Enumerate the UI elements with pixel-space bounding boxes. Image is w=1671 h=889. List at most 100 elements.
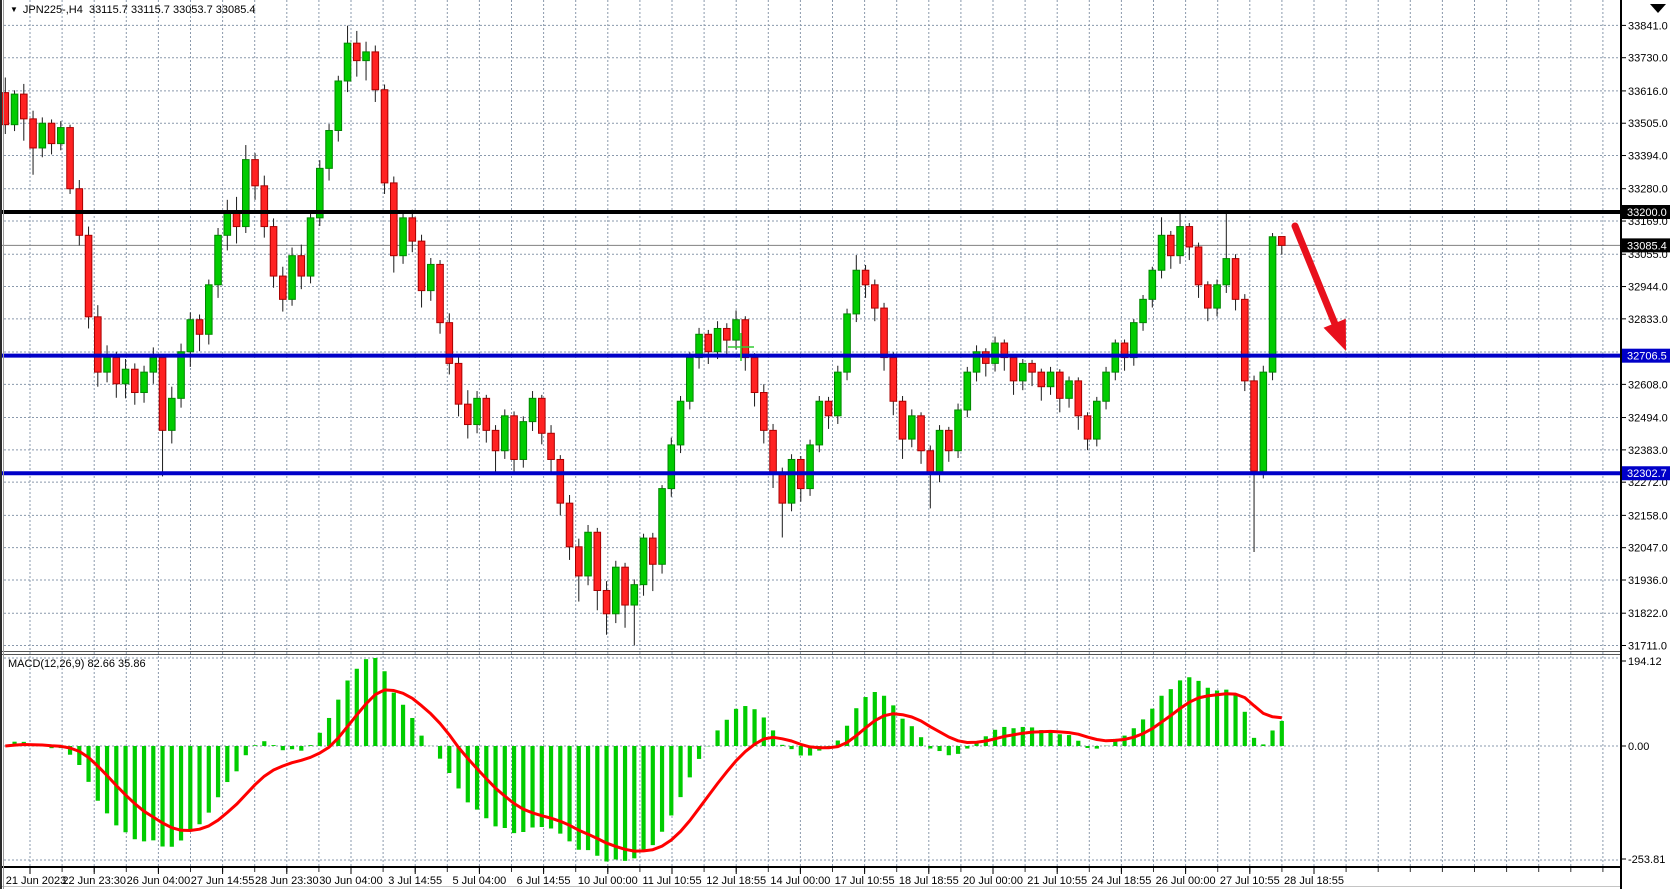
candle-body-bear [861,269,870,286]
candle-body-bull [103,357,111,373]
candle [288,247,296,306]
candle [1028,359,1036,387]
current-price-label-box [1622,238,1670,253]
candle [454,356,463,417]
candle-body-bear [760,392,768,431]
candle [908,409,916,448]
candle-body-bull [1102,371,1110,402]
candle [140,365,148,403]
candle [1278,236,1286,255]
candle [843,308,851,381]
candle-body-bear [20,93,28,120]
candle [861,265,870,298]
candle-body-bear [408,217,417,242]
candle-body-bear [602,589,611,615]
candle-body-bull [519,421,528,460]
candle [547,425,555,473]
candle [57,121,65,151]
time-axis-label: 17 Jul 10:55 [835,875,895,887]
candle-body-bear [371,51,380,91]
time-axis-label: 27 Jul 10:55 [1220,875,1280,887]
macd-label: MACD(12,26,9) 82.66 35.86 [8,658,146,670]
candle [168,386,176,444]
window-left-edge [0,0,2,889]
candle-body-bull [1093,400,1101,440]
candle [84,226,93,329]
arrow-head [1323,318,1346,351]
candle [972,345,981,382]
candle-body-bear [1037,371,1046,388]
candle [195,314,204,352]
time-axis-label: 5 Jul 04:00 [452,875,506,887]
price-axis-label: 33730.0 [1628,53,1668,65]
candle [824,396,833,429]
candle-body-bear [1056,371,1064,399]
candle [482,394,491,443]
candle [556,455,565,516]
candle-body-bear [390,182,398,257]
candle [121,359,130,399]
candle [306,210,315,284]
candle [1065,376,1073,408]
candle-body-bear [1028,362,1036,373]
candle-body-bull [584,531,592,577]
candle-body-bull [954,409,962,452]
macd-axis-label: 194.12 [1628,656,1662,668]
candle-body-bull [399,217,407,257]
candle [1102,366,1110,410]
price-axis-label: 32158.0 [1628,510,1668,522]
candle-body-bear [1194,246,1203,286]
candle [732,310,740,350]
current-price-label-text: 33085.4 [1627,240,1667,252]
candle [760,384,768,444]
candle-body-bear [1231,258,1240,300]
candle-body-bear [741,319,750,359]
candle-body-bull [713,327,722,353]
candle [371,45,380,102]
candle-body-bear [575,546,583,577]
price-axis[interactable] [1621,0,1671,889]
candle-body-bull [214,234,222,286]
candle-body-bear [1185,226,1194,248]
cross-marker[interactable] [728,333,754,361]
down-arrow-annotation[interactable] [1291,222,1346,351]
current-price-label: 33085.4 [1622,238,1670,253]
candle-body-bull [908,415,916,440]
price-axis-label: 31711.0 [1628,641,1667,653]
price-axis-label: 33616.0 [1628,86,1668,98]
candle-body-bear [556,458,565,504]
candle [186,312,195,367]
candle [630,579,639,646]
candle-body-bull [639,537,648,586]
candle-body-bull [343,42,352,82]
candle [954,403,962,459]
candle-body-bear [750,357,759,394]
candle-body-bear [1241,298,1249,382]
candle-body-bull [205,284,213,335]
candle [269,218,278,288]
candle [565,494,574,560]
candle-body-bear [232,211,241,228]
candle [1241,294,1249,392]
candle-body-bull [732,319,740,341]
time-axis[interactable] [0,866,1671,889]
candle-body-bull [38,122,47,149]
price-axis-label: 32608.0 [1628,379,1668,391]
symbol-dropdown-icon[interactable]: ▼ [10,5,18,14]
candle [575,538,583,602]
candle [408,209,417,253]
candles-layer [1,25,1286,646]
candle [1185,223,1194,261]
candle-body-bear [871,284,879,309]
candle [584,524,592,586]
candle [1019,359,1027,391]
candle-body-bull [935,429,944,475]
candle [380,84,389,194]
candle [491,425,500,474]
candle-body-bull [528,397,537,423]
hline-price-label-box [1622,348,1670,363]
chart-shift-marker-icon[interactable] [1650,4,1666,13]
candle [334,75,343,142]
